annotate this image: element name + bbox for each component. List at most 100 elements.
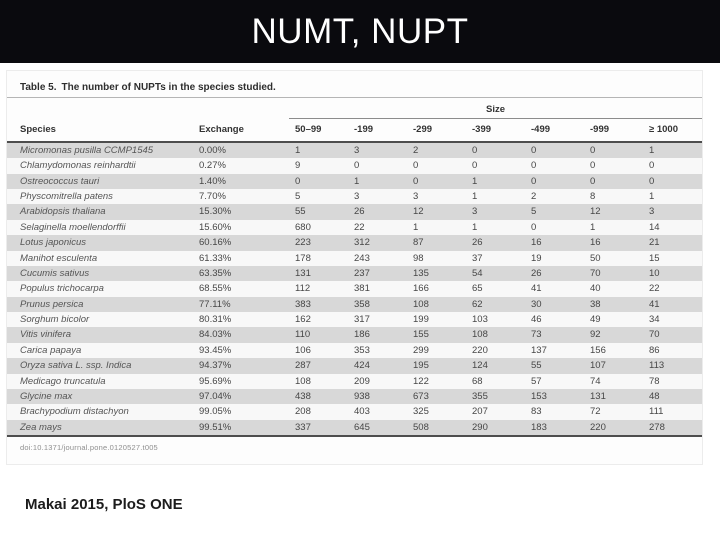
size-count-cell: 207 <box>472 406 488 418</box>
size-count-cell: 5 <box>295 190 301 202</box>
species-cell: Chlamydomonas reinhardtii <box>20 160 136 172</box>
size-count-cell: 1 <box>295 144 301 156</box>
size-count-cell: 0 <box>295 175 301 187</box>
size-count-cell: 26 <box>354 206 365 218</box>
table-row: Sorghum bicolor 80.31% 162 317 199 103 46 49 34 <box>7 312 703 328</box>
size-count-cell: 166 <box>413 283 429 295</box>
size-count-cell: 287 <box>295 360 311 372</box>
size-count-cell: 209 <box>354 375 370 387</box>
size-count-cell: 10 <box>649 267 660 279</box>
table-row: Manihot esculenta 61.33% 178 243 98 37 19 50 15 <box>7 250 703 266</box>
size-count-cell: 16 <box>590 237 601 249</box>
species-cell: Oryza sativa L. ssp. Indica <box>20 360 132 372</box>
species-cell: Micromonas pusilla CCMP1545 <box>20 144 154 156</box>
size-count-cell: 37 <box>472 252 483 264</box>
col-header-size-399: -399 <box>466 118 525 143</box>
exchange-cell: 77.11% <box>199 298 231 310</box>
size-count-cell: 5 <box>531 206 537 218</box>
exchange-cell: 93.45% <box>199 344 232 356</box>
size-count-cell: 312 <box>354 237 370 249</box>
exchange-cell: 0.00% <box>199 144 226 156</box>
species-cell: Cucumis sativus <box>20 267 90 279</box>
size-count-cell: 0 <box>531 144 537 156</box>
exchange-cell: 84.03% <box>199 329 232 341</box>
size-group-header: Size <box>289 98 703 120</box>
size-count-cell: 113 <box>649 360 665 372</box>
size-count-cell: 107 <box>590 360 606 372</box>
table-row: Zea mays 99.51% 337 645 508 290 183 220 278 <box>7 419 703 438</box>
species-cell: Prunus persica <box>20 298 84 310</box>
col-header-size-199: -199 <box>348 118 407 143</box>
table-caption-text: The number of NUPTs in the species studi… <box>61 82 276 93</box>
size-group-row: Size <box>7 98 703 120</box>
size-count-cell: 383 <box>295 298 311 310</box>
size-count-cell: 178 <box>295 252 311 264</box>
size-count-cell: 208 <box>295 406 311 418</box>
table-row: Micromonas pusilla CCMP1545 0.00% 1 3 2 0 0 0 1 <box>7 141 703 159</box>
size-count-cell: 0 <box>590 175 596 187</box>
table-row: Prunus persica 77.11% 383 358 108 62 30 38 41 <box>7 296 703 313</box>
size-count-cell: 22 <box>354 221 365 233</box>
species-cell: Medicago truncatula <box>20 375 106 387</box>
citation-text: Makai 2015, PloS ONE <box>25 496 183 513</box>
size-count-cell: 12 <box>413 206 424 218</box>
species-cell: Manihot esculenta <box>20 252 98 264</box>
table-row: Cucumis sativus 63.35% 131 237 135 54 26 70 10 <box>7 265 703 282</box>
size-count-cell: 325 <box>413 406 429 418</box>
size-count-cell: 220 <box>584 419 643 438</box>
size-count-cell: 87 <box>413 237 424 249</box>
size-count-cell: 19 <box>531 252 542 264</box>
table-row: Ostreococcus tauri 1.40% 0 1 0 1 0 0 0 <box>7 173 703 189</box>
size-count-cell: 74 <box>590 375 601 387</box>
size-count-cell: 424 <box>354 360 370 372</box>
size-count-cell: 0 <box>590 160 596 172</box>
size-count-cell: 162 <box>295 314 311 326</box>
size-count-cell: 0 <box>472 160 478 172</box>
group-header-spacer <box>7 98 289 119</box>
size-count-cell: 15 <box>649 252 660 264</box>
size-count-cell: 21 <box>649 237 660 249</box>
size-count-cell: 38 <box>590 298 601 310</box>
size-count-cell: 78 <box>649 375 660 387</box>
exchange-cell: 7.70% <box>199 190 226 202</box>
size-count-cell: 8 <box>590 190 596 202</box>
size-count-cell: 183 <box>525 419 584 438</box>
size-count-cell: 3 <box>354 190 360 202</box>
exchange-cell: 15.30% <box>199 206 232 218</box>
size-count-cell: 131 <box>590 391 606 403</box>
size-count-cell: 156 <box>590 344 606 356</box>
size-count-cell: 108 <box>413 298 429 310</box>
size-count-cell: 680 <box>295 221 311 233</box>
table-caption: Table 5. The number of NUPTs in the speci… <box>7 71 702 98</box>
size-count-cell: 112 <box>295 283 311 295</box>
size-count-cell: 92 <box>590 329 601 341</box>
size-count-cell: 237 <box>354 267 370 279</box>
table-row: Carica papaya 93.45% 106 353 299 220 137 156 86 <box>7 342 703 359</box>
species-cell: Populus trichocarpa <box>20 283 104 295</box>
size-count-cell: 137 <box>531 344 547 356</box>
table-figure: Table 5. The number of NUPTs in the speci… <box>6 70 703 466</box>
exchange-cell: 95.69% <box>199 375 232 387</box>
size-count-cell: 1 <box>354 175 360 187</box>
size-count-cell: 355 <box>472 391 488 403</box>
size-count-cell: 317 <box>354 314 370 326</box>
exchange-cell: 97.04% <box>199 391 232 403</box>
species-cell: Vitis vinifera <box>20 329 72 341</box>
size-count-cell: 108 <box>295 375 311 387</box>
size-count-cell: 30 <box>531 298 542 310</box>
size-count-cell: 49 <box>590 314 601 326</box>
size-count-cell: 1 <box>649 190 655 202</box>
table-row: Lotus japonicus 60.16% 223 312 87 26 16 16 21 <box>7 235 703 251</box>
table-row: Selaginella moellendorffii 15.60% 680 22 1 1 0… <box>7 219 703 236</box>
col-header-size-999: -999 <box>584 118 643 143</box>
size-count-cell: 48 <box>649 391 660 403</box>
size-count-cell: 220 <box>472 344 488 356</box>
species-cell: Brachypodium distachyon <box>20 406 129 418</box>
table-row: Glycine max 97.04% 438 938 673 355 153 131 48 <box>7 389 703 405</box>
size-count-cell: 131 <box>295 267 311 279</box>
size-count-cell: 673 <box>413 391 429 403</box>
size-count-cell: 353 <box>354 344 370 356</box>
size-count-cell: 41 <box>531 283 542 295</box>
size-count-cell: 0 <box>649 160 655 172</box>
species-cell: Glycine max <box>20 391 73 403</box>
